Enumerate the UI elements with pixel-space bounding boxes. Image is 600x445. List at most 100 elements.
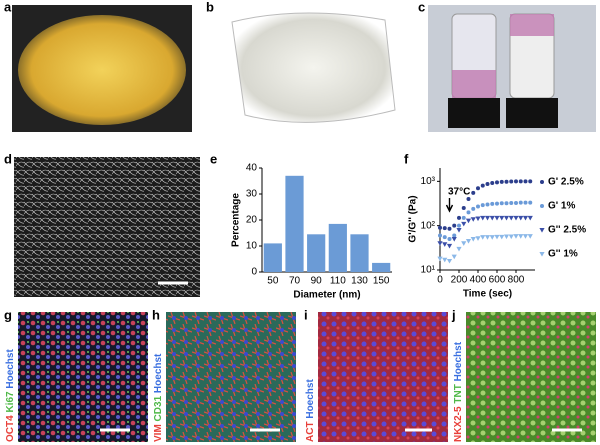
y-tick-label: 40 — [246, 163, 258, 174]
y-axis-label: Percentage — [231, 193, 242, 247]
marker — [456, 227, 462, 233]
legend-marker — [539, 252, 545, 257]
marker — [523, 179, 528, 184]
x-tick-label: 0 — [437, 275, 443, 286]
panel-label: h — [152, 307, 160, 322]
x-axis-label: Diameter (nm) — [293, 290, 360, 301]
y-axis-label: G'/G'' (Pa) — [408, 195, 419, 242]
x-tick-label: 90 — [311, 276, 323, 287]
panel-label: a — [4, 0, 12, 14]
marker — [461, 221, 467, 227]
bar — [372, 262, 391, 272]
x-tick-label: 400 — [470, 275, 487, 286]
marker — [471, 190, 476, 195]
marker — [494, 215, 500, 221]
marker — [499, 215, 505, 221]
stain-label: OCT4 Ki67 Hoechst — [5, 349, 16, 442]
panel-label: d — [4, 151, 12, 166]
vial-cap — [448, 98, 500, 128]
marker — [489, 215, 495, 221]
panel-label: e — [210, 151, 217, 166]
annotation: 37°C — [448, 187, 470, 198]
stain-word: TNT — [453, 381, 464, 403]
marker — [484, 215, 491, 221]
panel-label: c — [418, 0, 425, 14]
marker — [442, 235, 447, 240]
vial-cap — [506, 98, 558, 128]
marker — [528, 200, 533, 205]
marker — [447, 237, 452, 242]
marker — [495, 180, 499, 185]
marker — [528, 179, 533, 184]
marker — [490, 201, 495, 206]
x-tick-label: 600 — [489, 275, 506, 286]
panel-label: i — [304, 307, 308, 322]
legend-label: G'' 1% — [548, 249, 578, 260]
legend-label: G' 2.5% — [548, 177, 584, 188]
marker — [452, 223, 457, 228]
marker — [503, 234, 510, 240]
marker — [499, 201, 504, 206]
marker — [447, 226, 452, 231]
marker — [451, 254, 457, 260]
stain-word: Hoechst — [305, 379, 316, 419]
stain-label: NKX2-5 TNT Hoechst — [453, 341, 464, 442]
marker — [508, 215, 514, 221]
marker — [499, 234, 505, 240]
marker — [451, 237, 457, 242]
y-tick-label: 10¹ — [421, 265, 436, 276]
stain-word: NKX2-5 — [453, 404, 464, 442]
marker — [461, 206, 466, 211]
marker — [503, 215, 510, 221]
marker — [480, 203, 485, 208]
marker — [476, 204, 480, 209]
marker — [461, 215, 466, 220]
marker — [470, 237, 476, 242]
y-tick-label: 20 — [246, 215, 258, 226]
panel-label: b — [206, 0, 214, 14]
panel-label: f — [404, 151, 409, 166]
marker — [437, 241, 443, 246]
stain-word: ACT — [305, 419, 316, 442]
fluorescence-image — [318, 312, 448, 442]
marker — [466, 210, 471, 215]
photo-tissue-sample — [18, 15, 186, 125]
marker — [514, 200, 518, 205]
bar — [328, 223, 347, 272]
y-tick-label: 10² — [421, 220, 436, 231]
marker — [527, 234, 533, 239]
marker — [466, 196, 471, 201]
marker — [465, 239, 472, 244]
marker — [494, 234, 500, 240]
stain-word: Hoechst — [153, 353, 164, 393]
marker — [442, 242, 448, 247]
fluorescence-image — [18, 312, 148, 442]
marker — [461, 241, 467, 246]
photo-scaffold — [231, 12, 396, 123]
fluorescence-image — [166, 312, 296, 442]
marker — [456, 246, 462, 252]
legend-marker — [540, 204, 544, 208]
marker — [499, 179, 504, 184]
marker — [490, 180, 495, 185]
legend-label: G' 1% — [548, 201, 575, 212]
marker — [504, 201, 509, 206]
stain-word: Ki67 — [5, 389, 16, 413]
marker — [457, 215, 461, 220]
marker — [471, 206, 476, 211]
marker — [446, 243, 453, 249]
marker — [489, 235, 495, 240]
panel-label: g — [4, 307, 12, 322]
marker — [513, 215, 519, 221]
marker — [470, 217, 476, 222]
vial-gel — [510, 14, 554, 36]
marker — [523, 200, 528, 205]
stain-word: Hoechst — [453, 341, 464, 381]
bar — [350, 234, 369, 272]
marker — [438, 225, 442, 230]
marker — [484, 235, 491, 240]
y-tick-label: 10 — [246, 241, 258, 252]
y-tick-label: 10³ — [421, 176, 436, 187]
y-tick-label: 30 — [246, 189, 258, 200]
marker — [475, 216, 481, 222]
